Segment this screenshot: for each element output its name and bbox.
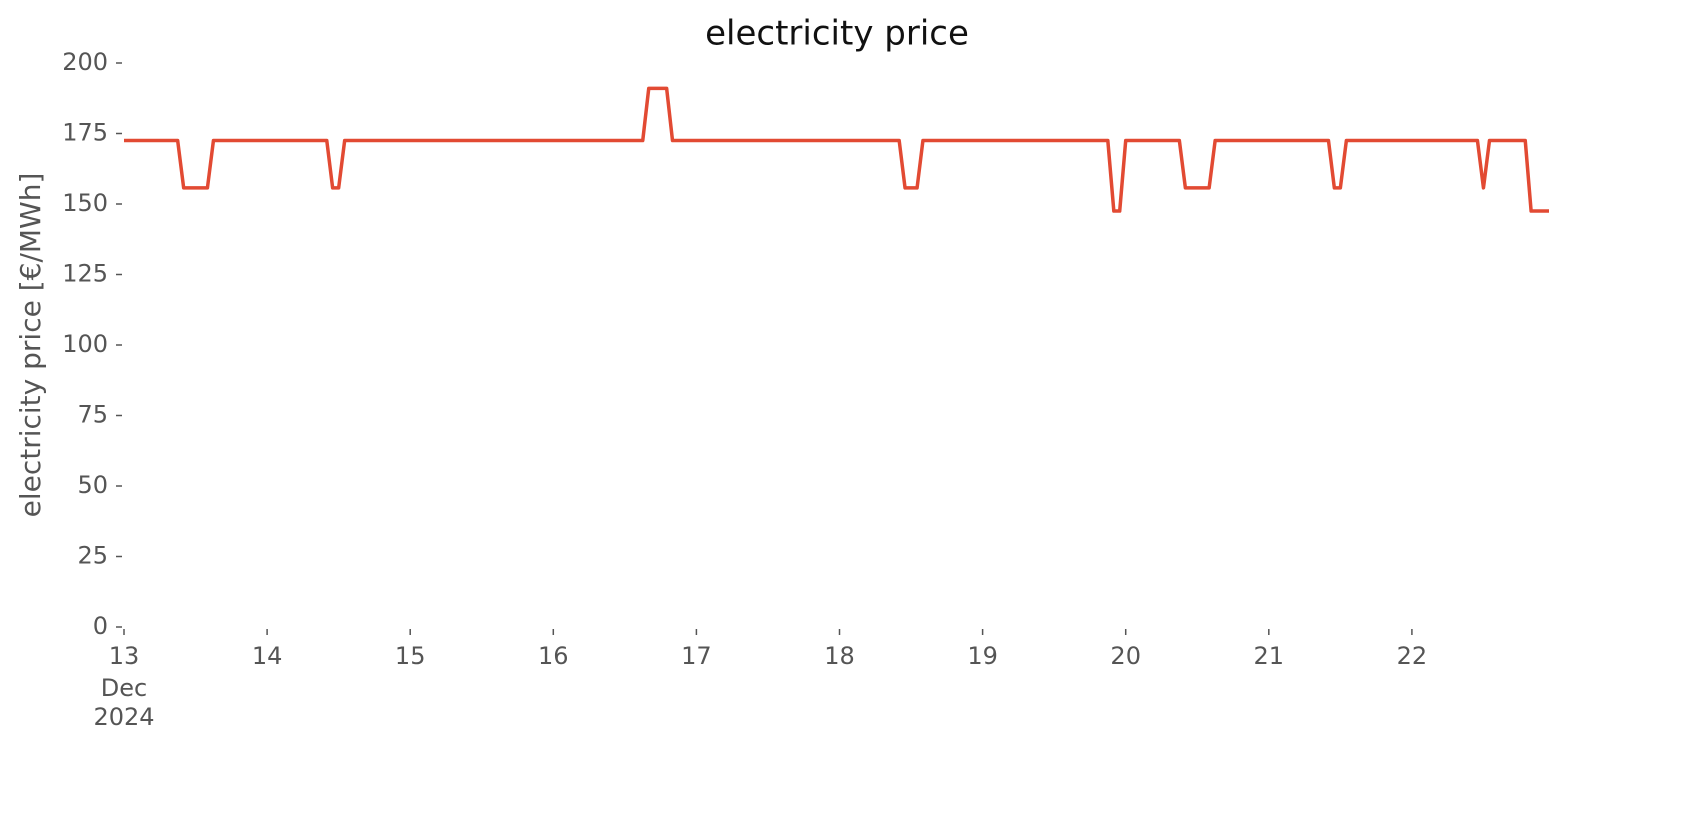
x-tick-label: 15 (395, 642, 426, 670)
y-tick-label: 175 (62, 119, 108, 147)
y-tick-label: 125 (62, 260, 108, 288)
x-tick-label: 21 (1254, 642, 1285, 670)
x-tick-label: 22 (1397, 642, 1428, 670)
y-tick-label: 75 (77, 401, 108, 429)
line (124, 86, 1549, 213)
x-tick-label: 19 (967, 642, 998, 670)
x-tick-sublabel: 2024 (93, 703, 154, 731)
x-tick-label: 17 (681, 642, 712, 670)
x-tick-label: 13 (109, 642, 140, 670)
y-tick-label: 25 (77, 542, 108, 570)
y-tick-label: 200 (62, 48, 108, 76)
x-tick-label: 18 (824, 642, 855, 670)
x-tick-label: 20 (1110, 642, 1141, 670)
x-tick-label: 14 (252, 642, 283, 670)
x-tick-label: 16 (538, 642, 569, 670)
x-tick-sublabel: Dec (101, 674, 147, 702)
y-tick-label: 0 (93, 612, 108, 640)
y-axis-label: electricity price [€/MWh] (14, 173, 47, 518)
y-tick-label: 50 (77, 471, 108, 499)
chart-title: electricity price (705, 14, 969, 54)
y-tick-label: 150 (62, 189, 108, 217)
y-tick-label: 100 (62, 330, 108, 358)
